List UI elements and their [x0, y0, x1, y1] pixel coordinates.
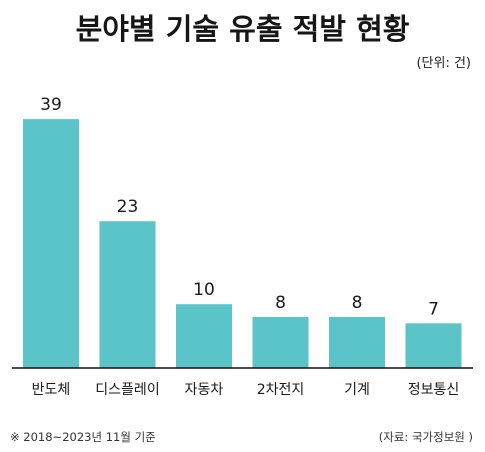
data-label-3: 10 [193, 280, 215, 300]
data-label-2: 23 [117, 197, 139, 217]
data-label-4: 8 [275, 293, 286, 313]
bars-group [23, 119, 462, 369]
labels-group: 39 반도체 23 디스플레이 10 자동차 8 2차전지 8 기계 7 정보통신 [32, 95, 460, 398]
category-label-3: 자동차 [185, 382, 224, 398]
category-label-2: 디스플레이 [95, 382, 159, 398]
bar-3 [176, 304, 232, 368]
category-label-5: 기계 [344, 382, 370, 398]
category-label-4: 2차전지 [257, 382, 305, 398]
category-label-6: 정보통신 [408, 382, 460, 398]
unit-label: (단위: 건) [416, 56, 471, 71]
data-label-5: 8 [352, 293, 363, 313]
data-label-6: 7 [428, 299, 439, 319]
bar-5 [329, 316, 385, 368]
bar-2 [99, 221, 156, 368]
data-label-1: 39 [40, 95, 62, 115]
bar-1 [23, 119, 79, 369]
source-note: (자료: 국가정보원 ) [378, 430, 473, 444]
bar-4 [252, 316, 309, 368]
bar-6 [405, 323, 462, 368]
category-label-1: 반도체 [32, 382, 71, 398]
footnote: ※ 2018~2023년 11월 기준 [10, 430, 156, 444]
chart-title: 분야별 기술 유출 적발 현황 [75, 12, 410, 46]
